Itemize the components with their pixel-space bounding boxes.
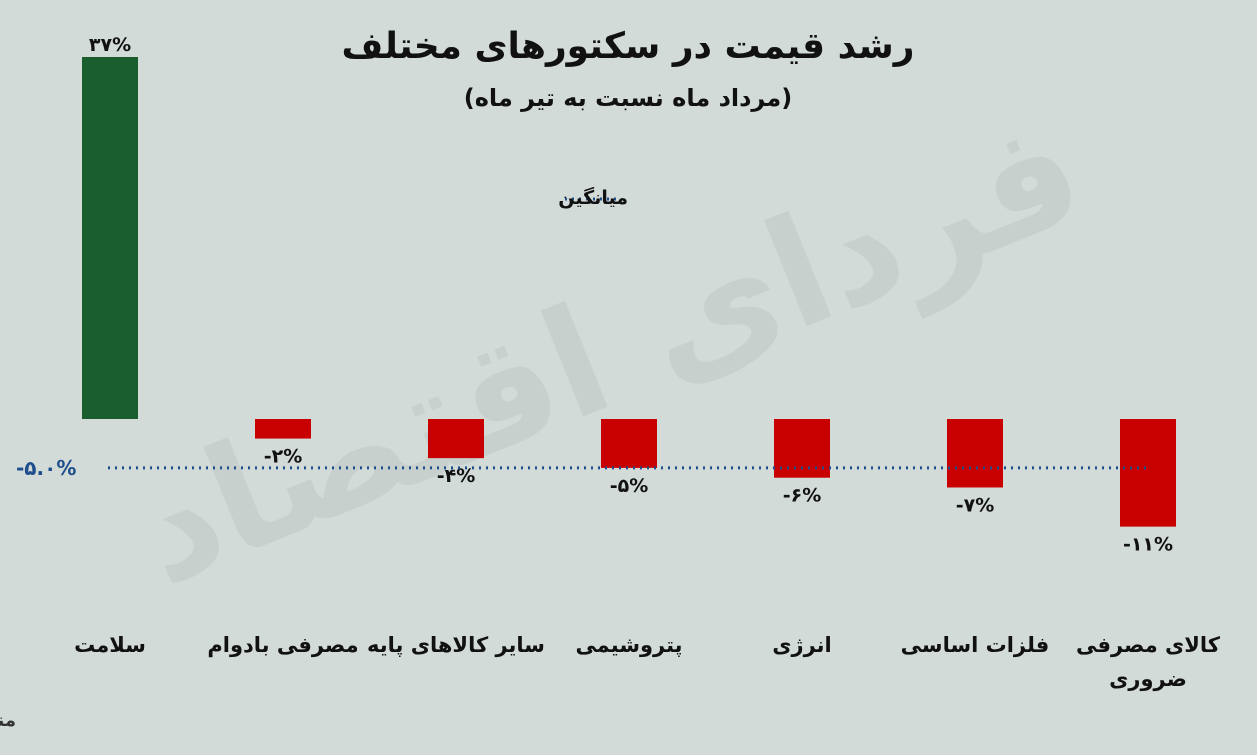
value-label-3: -۴% bbox=[437, 465, 476, 487]
value-label-5: -۶% bbox=[783, 485, 822, 507]
category-label-5: انرژی bbox=[772, 633, 831, 657]
value-label-1: ۳۷% bbox=[89, 34, 131, 56]
category-label-1: سلامت bbox=[74, 633, 146, 657]
legend-average-label: میانگین bbox=[558, 186, 628, 209]
bar-6 bbox=[947, 419, 1003, 488]
chart-title: رشد قیمت در سکتورهای مختلف bbox=[341, 26, 914, 67]
bar-4 bbox=[601, 419, 657, 468]
category-label-6: فلزات اساسی bbox=[901, 633, 1050, 657]
category-label-7-line-2: ضروری bbox=[1109, 667, 1187, 691]
average-value-label: -۵.۰% bbox=[16, 456, 76, 480]
category-label-7-line-1: کالای مصرفی bbox=[1076, 633, 1221, 657]
value-label-2: -۲% bbox=[264, 446, 303, 468]
value-label-4: -۵% bbox=[610, 475, 649, 497]
bar-7 bbox=[1120, 419, 1176, 527]
category-label-2: مصرفی بادوام bbox=[207, 633, 358, 657]
category-label-4: پتروشیمی bbox=[575, 633, 682, 657]
bar-2 bbox=[255, 419, 311, 439]
bar-1 bbox=[82, 57, 138, 419]
value-label-7: -۱۱% bbox=[1123, 534, 1173, 556]
category-label-3: سایر کالاهای پایه bbox=[367, 633, 545, 657]
chart-subtitle: (مرداد ماه نسبت به تیر ماه) bbox=[464, 84, 792, 112]
watermark: فردای اقتصاد bbox=[111, 83, 1105, 620]
source-note: منبع: گزارش هفتگی گروه مالی کیان bbox=[0, 709, 16, 731]
legend: میانگین bbox=[558, 186, 628, 209]
value-label-6: -۷% bbox=[956, 494, 995, 516]
bar-3 bbox=[428, 419, 484, 459]
value-labels-group: ۳۷% -۲% -۴% -۵% -۶% -۷% -۱۱% bbox=[89, 34, 1173, 556]
category-labels-group: سلامت مصرفی بادوام سایر کالاهای پایه پتروشی… bbox=[74, 633, 1221, 691]
